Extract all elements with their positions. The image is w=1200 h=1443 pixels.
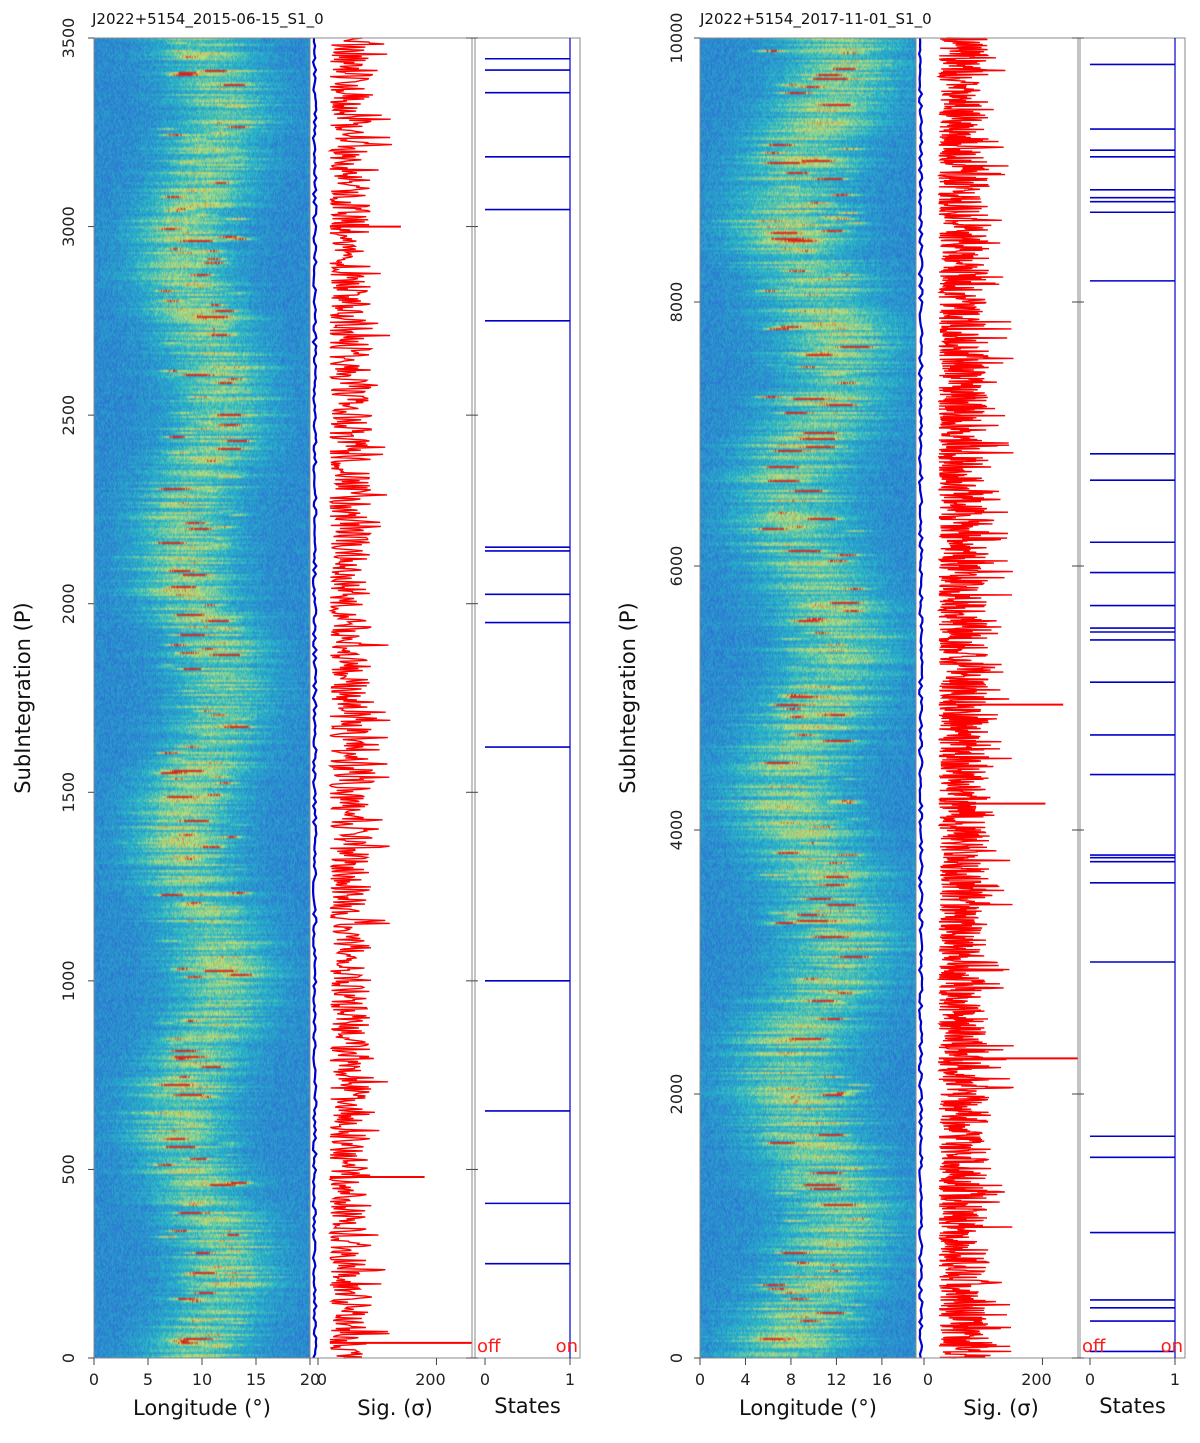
- mean-profile-strip: [311, 37, 318, 1359]
- mean-profile-line: [311, 37, 318, 1359]
- significance-panel: [318, 37, 472, 1359]
- y-tick-label: 3500: [59, 18, 78, 59]
- state-on-label: on: [1161, 1336, 1183, 1357]
- pulse-stack-heatmap: [700, 38, 916, 1358]
- longitude-x-tick-label: 20: [300, 1370, 320, 1389]
- state-off-label: off: [1082, 1336, 1106, 1357]
- states-panel: off on: [1079, 37, 1186, 1359]
- longitude-x-tick-label: 12: [826, 1370, 846, 1389]
- y-tick-label: 10000: [667, 13, 686, 64]
- y-tick-label: 500: [59, 1154, 78, 1185]
- longitude-x-tick-label: 10: [192, 1370, 212, 1389]
- significance-x-tick-label: 0: [317, 1370, 327, 1389]
- longitude-x-tick-label: 5: [143, 1370, 153, 1389]
- states-x-tick-label: 1: [565, 1370, 575, 1389]
- longitude-x-axis-label: Longitude (°): [739, 1396, 877, 1420]
- chart-1: J2022+5154_2017-11-01_S1_0 SubIntegration…: [616, 10, 1186, 1420]
- mean-profile-line: [917, 37, 924, 1359]
- states-x-tick-label: 1: [1170, 1370, 1180, 1389]
- longitude-x-tick-label: 8: [786, 1370, 796, 1389]
- y-tick-label: 0: [59, 1353, 78, 1363]
- states-x-tick-label: 0: [1085, 1370, 1095, 1389]
- y-tick-label: 1000: [59, 960, 78, 1001]
- chart-title: J2022+5154_2017-11-01_S1_0: [699, 10, 932, 29]
- y-tick-label: 4000: [667, 810, 686, 851]
- states-x-axis-label: States: [1099, 1394, 1166, 1418]
- chart-0: J2022+5154_2015-06-15_S1_0 SubIntegration…: [11, 10, 581, 1420]
- y-tick-label: 6000: [667, 546, 686, 587]
- pulse-stack-heatmap: [94, 38, 310, 1358]
- longitude-x-tick-label: 16: [872, 1370, 892, 1389]
- y-axis-label: SubIntegration (P): [11, 602, 35, 793]
- significance-x-tick-label: 0: [923, 1370, 933, 1389]
- mean-profile-strip: [917, 37, 924, 1359]
- significance-panel: [924, 37, 1078, 1359]
- chart-title: J2022+5154_2015-06-15_S1_0: [91, 10, 324, 29]
- states-x-tick-label: 0: [480, 1370, 490, 1389]
- longitude-x-tick-label: 0: [695, 1370, 705, 1389]
- significance-x-tick-label: 200: [1021, 1370, 1052, 1389]
- y-tick-label: 0: [667, 1353, 686, 1363]
- significance-line: [936, 37, 1014, 1359]
- y-axis-label: SubIntegration (P): [616, 602, 640, 793]
- significance-x-tick-label: 200: [415, 1370, 446, 1389]
- longitude-x-tick-label: 15: [246, 1370, 266, 1389]
- longitude-x-tick-label: 4: [740, 1370, 750, 1389]
- y-tick-label: 2500: [59, 395, 78, 436]
- y-tick-label: 2000: [59, 583, 78, 624]
- significance-x-axis-label: Sig. (σ): [357, 1396, 433, 1420]
- state-on-label: on: [556, 1336, 578, 1357]
- y-tick-label: 1500: [59, 772, 78, 813]
- state-off-label: off: [477, 1336, 501, 1357]
- significance-line: [327, 37, 393, 1359]
- axes-frame: [93, 37, 473, 1359]
- y-tick-label: 8000: [667, 282, 686, 323]
- longitude-x-tick-label: 0: [89, 1370, 99, 1389]
- y-tick-label: 2000: [667, 1074, 686, 1115]
- states-x-axis-label: States: [494, 1394, 561, 1418]
- significance-x-axis-label: Sig. (σ): [963, 1396, 1039, 1420]
- longitude-x-axis-label: Longitude (°): [133, 1396, 271, 1420]
- states-panel: off on: [474, 37, 581, 1359]
- y-tick-label: 3000: [59, 206, 78, 247]
- axes-frame: [699, 37, 1079, 1359]
